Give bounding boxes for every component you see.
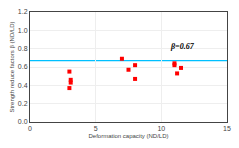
svg-text:Deformation capacity (ND/LD): Deformation capacity (ND/LD)	[88, 133, 168, 139]
svg-text:0: 0	[28, 125, 32, 132]
svg-text:Strength reduce factors β (ND/: Strength reduce factors β (ND/LD)	[9, 21, 15, 112]
svg-text:0.0: 0.0	[18, 118, 28, 125]
svg-text:5: 5	[94, 125, 98, 132]
svg-text:0.2: 0.2	[18, 100, 28, 107]
svg-text:15: 15	[223, 125, 231, 132]
svg-text:β=0.67: β=0.67	[170, 42, 195, 51]
svg-text:0.6: 0.6	[18, 63, 28, 70]
svg-text:10: 10	[157, 125, 165, 132]
svg-text:1.2: 1.2	[18, 8, 28, 15]
svg-text:0.8: 0.8	[18, 45, 28, 52]
svg-text:1.0: 1.0	[18, 27, 28, 34]
svg-text:0.4: 0.4	[18, 82, 28, 89]
